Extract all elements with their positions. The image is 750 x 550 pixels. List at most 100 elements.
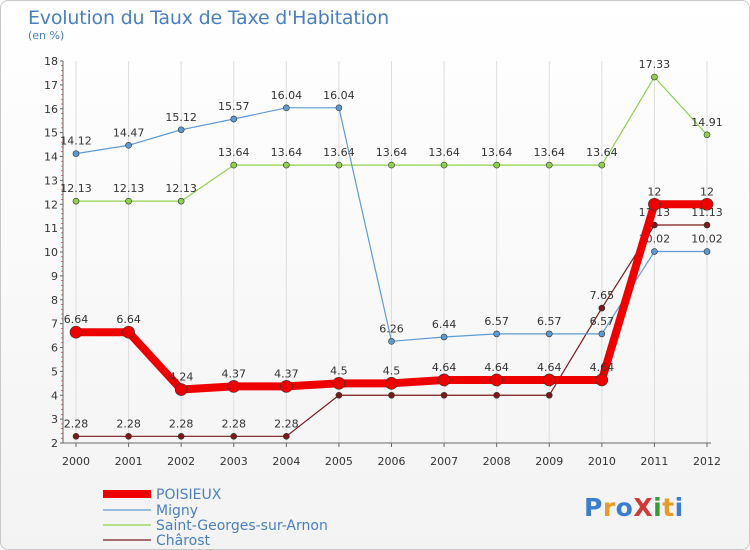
y-tick-label-5: 5	[51, 365, 58, 378]
data-label-ch-rost-2010: 7.65	[590, 289, 615, 302]
data-point-migny-2008	[493, 330, 500, 338]
data-point-ch-rost-2006	[388, 391, 395, 399]
x-tick-label-2003: 2003	[220, 455, 248, 468]
data-point-saint-georges-sur-arnon-2001	[125, 197, 132, 205]
y-tick-label-3: 3	[51, 413, 58, 426]
data-label-migny-2004: 16.04	[271, 89, 303, 102]
x-tick-label-2007: 2007	[430, 455, 458, 468]
data-point-poisieux-2011	[648, 197, 661, 211]
legend-label-3: Chârost	[156, 533, 211, 549]
data-point-poisieux-2009	[542, 373, 556, 387]
data-label-migny-2000: 14.12	[60, 135, 92, 148]
data-label-saint-georges-sur-arnon-2001: 12.13	[113, 182, 145, 195]
data-point-saint-georges-sur-arnon-2004	[283, 161, 290, 169]
y-tick-label-16: 16	[44, 103, 58, 116]
data-point-saint-georges-sur-arnon-2006	[388, 161, 395, 169]
y-tick-label-8: 8	[51, 294, 58, 307]
data-label-migny-2007: 6.44	[432, 318, 457, 331]
data-label-migny-2005: 16.04	[323, 89, 355, 102]
y-tick-label-12: 12	[44, 198, 58, 211]
x-tick-label-2012: 2012	[693, 455, 721, 468]
data-point-ch-rost-2009	[545, 391, 553, 399]
data-label-saint-georges-sur-arnon-2007: 13.64	[428, 146, 460, 159]
data-point-saint-georges-sur-arnon-2008	[493, 161, 500, 169]
legend-label-1: Migny	[156, 503, 198, 519]
y-tick-label-15: 15	[44, 127, 58, 140]
data-label-migny-2006: 6.26	[379, 322, 404, 335]
data-label-ch-rost-2002: 2.28	[169, 417, 194, 430]
data-label-saint-georges-sur-arnon-2005: 13.64	[323, 146, 355, 159]
data-label-poisieux-2008: 4.64	[484, 361, 509, 374]
data-point-ch-rost-2007	[440, 391, 448, 399]
legend-label-0: POISIEUX	[156, 487, 222, 503]
data-point-ch-rost-2004	[283, 433, 290, 440]
data-label-migny-2010: 6.57	[590, 315, 615, 328]
data-point-ch-rost-2001	[125, 433, 132, 440]
data-label-saint-georges-sur-arnon-2004: 13.64	[271, 146, 303, 159]
data-label-saint-georges-sur-arnon-2012: 14.91	[691, 116, 723, 129]
data-label-saint-georges-sur-arnon-2003: 13.64	[218, 146, 250, 159]
data-label-saint-georges-sur-arnon-2000: 12.13	[60, 182, 92, 195]
data-point-saint-georges-sur-arnon-2000	[72, 197, 80, 205]
data-point-migny-2010	[598, 330, 606, 338]
data-point-poisieux-2008	[490, 373, 503, 387]
data-label-poisieux-2004: 4.37	[274, 367, 299, 380]
legend-label-2: Saint-Georges-sur-Arnon	[156, 518, 328, 534]
data-label-saint-georges-sur-arnon-2011: 17.33	[639, 58, 671, 71]
y-tick-label-13: 13	[44, 174, 58, 187]
data-label-ch-rost-2003: 2.28	[222, 417, 247, 430]
data-point-ch-rost-2008	[493, 391, 500, 399]
data-label-poisieux-2010: 4.64	[590, 361, 615, 374]
data-point-migny-2004	[283, 104, 290, 112]
data-label-migny-2003: 15.57	[218, 100, 250, 113]
y-tick-label-4: 4	[51, 389, 58, 402]
y-tick-label-9: 9	[51, 270, 58, 283]
x-tick-label-2004: 2004	[272, 455, 300, 468]
data-point-poisieux-2005	[332, 377, 346, 390]
x-tick-label-2005: 2005	[325, 455, 353, 468]
data-point-migny-2005	[335, 104, 343, 112]
data-point-saint-georges-sur-arnon-2005	[335, 161, 343, 169]
data-label-poisieux-2000: 6.64	[64, 313, 89, 326]
y-tick-label-6: 6	[51, 342, 58, 355]
data-label-poisieux-2001: 6.64	[116, 313, 141, 326]
data-label-poisieux-2011: 12	[647, 185, 661, 198]
data-label-saint-georges-sur-arnon-2010: 13.64	[586, 146, 618, 159]
data-point-migny-2003	[230, 115, 238, 123]
data-point-poisieux-2002	[174, 383, 188, 396]
data-label-poisieux-2006: 4.5	[383, 364, 401, 377]
series-poisieux: 6.64 6.64 4.24 4.37 4.37 4.5 4.5 4.64 4.64 4.64 4.…	[64, 185, 714, 396]
y-tick-label-18: 18	[44, 55, 58, 68]
data-label-migny-2012: 10.02	[691, 233, 723, 246]
data-point-ch-rost-2010	[598, 304, 606, 312]
data-point-migny-2006	[388, 337, 395, 345]
data-point-poisieux-2007	[437, 373, 451, 387]
data-point-saint-georges-sur-arnon-2007	[440, 161, 448, 169]
x-tick-label-2001: 2001	[115, 455, 143, 468]
y-tick-label-14: 14	[44, 151, 58, 164]
y-tick-label-7: 7	[51, 318, 58, 331]
data-point-saint-georges-sur-arnon-2012	[703, 131, 711, 139]
data-label-ch-rost-2001: 2.28	[116, 417, 141, 430]
data-label-migny-2001: 14.47	[113, 126, 145, 139]
y-tick-label-11: 11	[44, 222, 58, 235]
data-label-migny-2009: 6.57	[537, 315, 562, 328]
chart-title: Evolution du Taux de Taxe d'Habitation	[28, 7, 389, 29]
data-label-poisieux-2009: 4.64	[537, 361, 562, 374]
data-label-saint-georges-sur-arnon-2006: 13.64	[376, 146, 408, 159]
data-label-poisieux-2007: 4.64	[432, 361, 457, 374]
unit-label: (en %)	[28, 29, 65, 42]
data-point-ch-rost-2003	[230, 433, 238, 440]
data-point-ch-rost-2000	[72, 433, 80, 440]
data-point-poisieux-2010	[595, 373, 609, 387]
data-label-poisieux-2005: 4.5	[330, 364, 348, 377]
y-tick-label-17: 17	[44, 79, 58, 92]
data-point-migny-2007	[440, 333, 448, 341]
x-tick-label-2002: 2002	[167, 455, 195, 468]
data-point-poisieux-2006	[385, 377, 398, 390]
data-point-poisieux-2004	[280, 380, 293, 393]
data-point-poisieux-2001	[122, 325, 135, 339]
x-tick-label-2010: 2010	[588, 455, 616, 468]
